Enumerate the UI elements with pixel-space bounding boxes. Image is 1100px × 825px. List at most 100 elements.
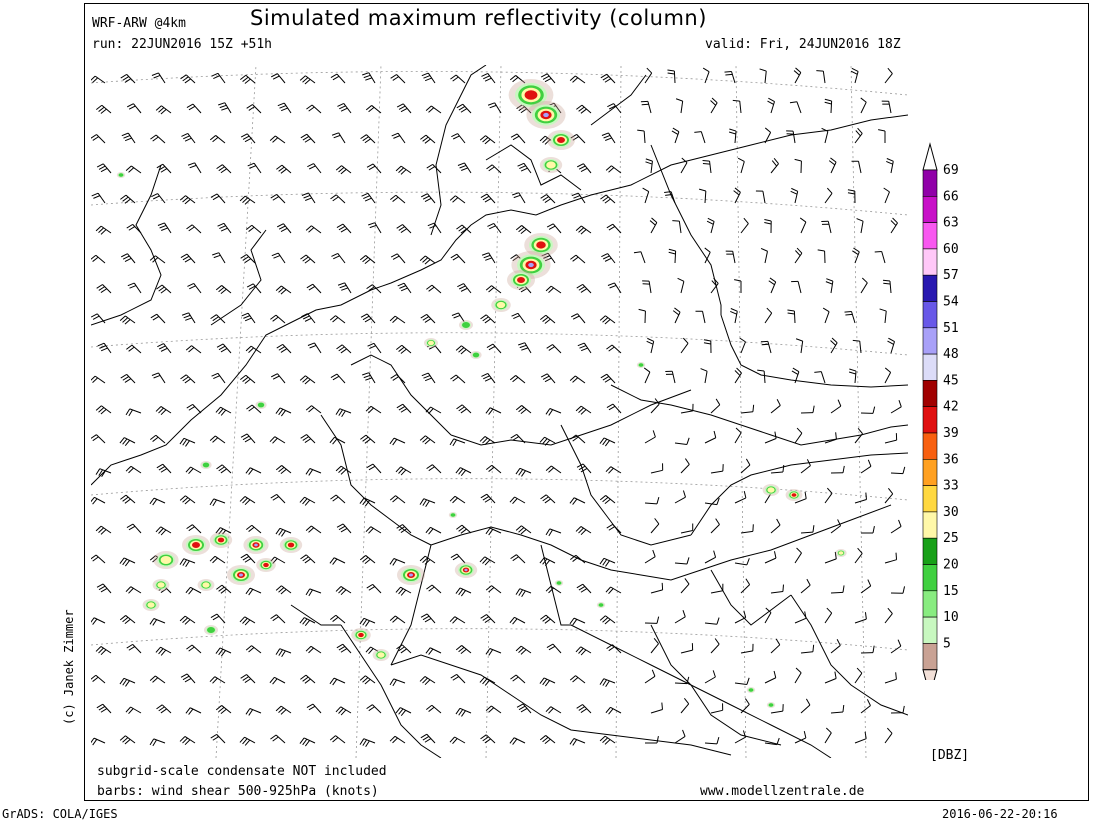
wind-barb-feather (608, 405, 616, 411)
wind-barb (674, 682, 688, 685)
wind-barb-feather (661, 702, 663, 710)
wind-barb-feather (814, 371, 822, 373)
wind-barb-feather (305, 588, 311, 596)
wind-barb-feather (578, 585, 586, 591)
colorbar-swatch (922, 485, 938, 513)
barbs-note: barbs: wind shear 500-925hPa (knots) (97, 784, 379, 799)
wind-barb-feather (483, 375, 490, 380)
wind-barb-feather (902, 705, 905, 713)
wind-barb-feather (849, 368, 857, 372)
wind-barb-feather (458, 468, 464, 475)
wind-barb-feather (542, 316, 549, 322)
wind-barb (402, 524, 412, 534)
wind-barb-feather (280, 709, 287, 715)
wind-barb-feather (707, 217, 715, 222)
wind-barb-feather (452, 135, 460, 140)
wind-barb-feather (712, 670, 716, 678)
wind-barb (650, 341, 655, 354)
wind-barb-feather (338, 167, 345, 173)
wind-barb-feather (452, 197, 459, 203)
wind-barb-feather (602, 496, 609, 503)
website-link[interactable]: www.modellzentrale.de (700, 784, 865, 799)
wind-barb-feather (280, 589, 287, 595)
wind-barb (489, 648, 502, 654)
wind-barb-feather (455, 345, 462, 351)
wind-barb-feather (453, 314, 461, 319)
wind-barb-feather (479, 135, 486, 141)
wind-barb-feather (796, 247, 803, 254)
wind-barb-feather (400, 709, 407, 717)
wind-barb-feather (332, 616, 339, 622)
outer-frame (84, 3, 1089, 801)
wind-barb-feather (308, 469, 314, 476)
wind-barb-feather (782, 464, 785, 473)
wind-barb (338, 132, 346, 144)
wind-barb-feather (129, 285, 137, 289)
wind-barb (130, 465, 142, 474)
wind-barb (96, 313, 106, 324)
wind-barb-feather (420, 613, 428, 618)
wind-barb-feather (247, 162, 255, 167)
wind-barb (544, 436, 556, 444)
wind-barb (215, 135, 226, 144)
wind-barb (515, 75, 526, 84)
wind-barb (245, 74, 256, 84)
wind-barb-feather (420, 733, 428, 739)
wind-barb-feather (577, 342, 585, 347)
wind-barb-feather (125, 586, 132, 593)
wind-barb-feather (392, 76, 399, 81)
wind-barb-feather (98, 165, 106, 170)
wind-barb-feather (451, 133, 458, 138)
wind-barb-feather (812, 405, 815, 413)
wind-barb-feather (694, 131, 702, 133)
wind-barb-feather (428, 166, 436, 171)
wind-barb-feather (302, 676, 309, 682)
wind-barb-feather (578, 165, 586, 170)
wind-barb-feather (455, 708, 461, 715)
wind-barb (854, 553, 863, 564)
wind-barb-feather (518, 106, 525, 112)
wind-barb-feather (424, 679, 431, 686)
wind-barb-feather (804, 611, 807, 619)
wind-barb-feather (152, 677, 159, 683)
wind-barb-feather (179, 495, 186, 501)
wind-barb-feather (570, 133, 577, 139)
wind-barb (154, 675, 166, 684)
wind-barb-feather (126, 103, 134, 108)
wind-barb (431, 704, 442, 714)
wind-barb-feather (122, 438, 128, 445)
wind-barb-feather (242, 256, 249, 261)
wind-barb-feather (365, 646, 371, 653)
wind-barb-feather (569, 617, 575, 625)
wind-barb-feather (426, 464, 433, 470)
wind-barb-feather (188, 406, 196, 411)
wind-barb-feather (100, 529, 107, 535)
wind-barb-feather (272, 496, 280, 501)
wind-barb-feather (864, 731, 867, 739)
wind-barb (281, 465, 292, 474)
wind-barb-feather (365, 526, 372, 533)
wind-barb-feather (794, 158, 802, 162)
wind-barb-feather (419, 498, 425, 505)
wind-barb-feather (152, 436, 159, 442)
wind-barb-feather (422, 557, 428, 563)
wind-barb-feather (458, 105, 466, 111)
wind-barb-feather (92, 315, 100, 320)
wind-barb (515, 375, 526, 384)
wind-barb-feather (100, 288, 108, 294)
wind-barb-feather (368, 165, 376, 171)
wind-barb-feather (484, 679, 491, 686)
wind-barb (888, 101, 892, 114)
wind-barb-feather (153, 374, 161, 379)
wind-barb-feather (795, 338, 803, 342)
wind-barb-feather (336, 643, 344, 649)
wind-barb (770, 644, 781, 654)
wind-barb-feather (160, 409, 167, 416)
wind-barb-feather (540, 614, 547, 620)
wind-barb-feather (269, 677, 275, 684)
wind-barb-feather (544, 257, 552, 262)
wind-barb-feather (545, 465, 552, 472)
wind-barb-feather (211, 72, 219, 77)
wind-barb-feather (100, 409, 107, 415)
wind-barb-feather (396, 644, 403, 650)
